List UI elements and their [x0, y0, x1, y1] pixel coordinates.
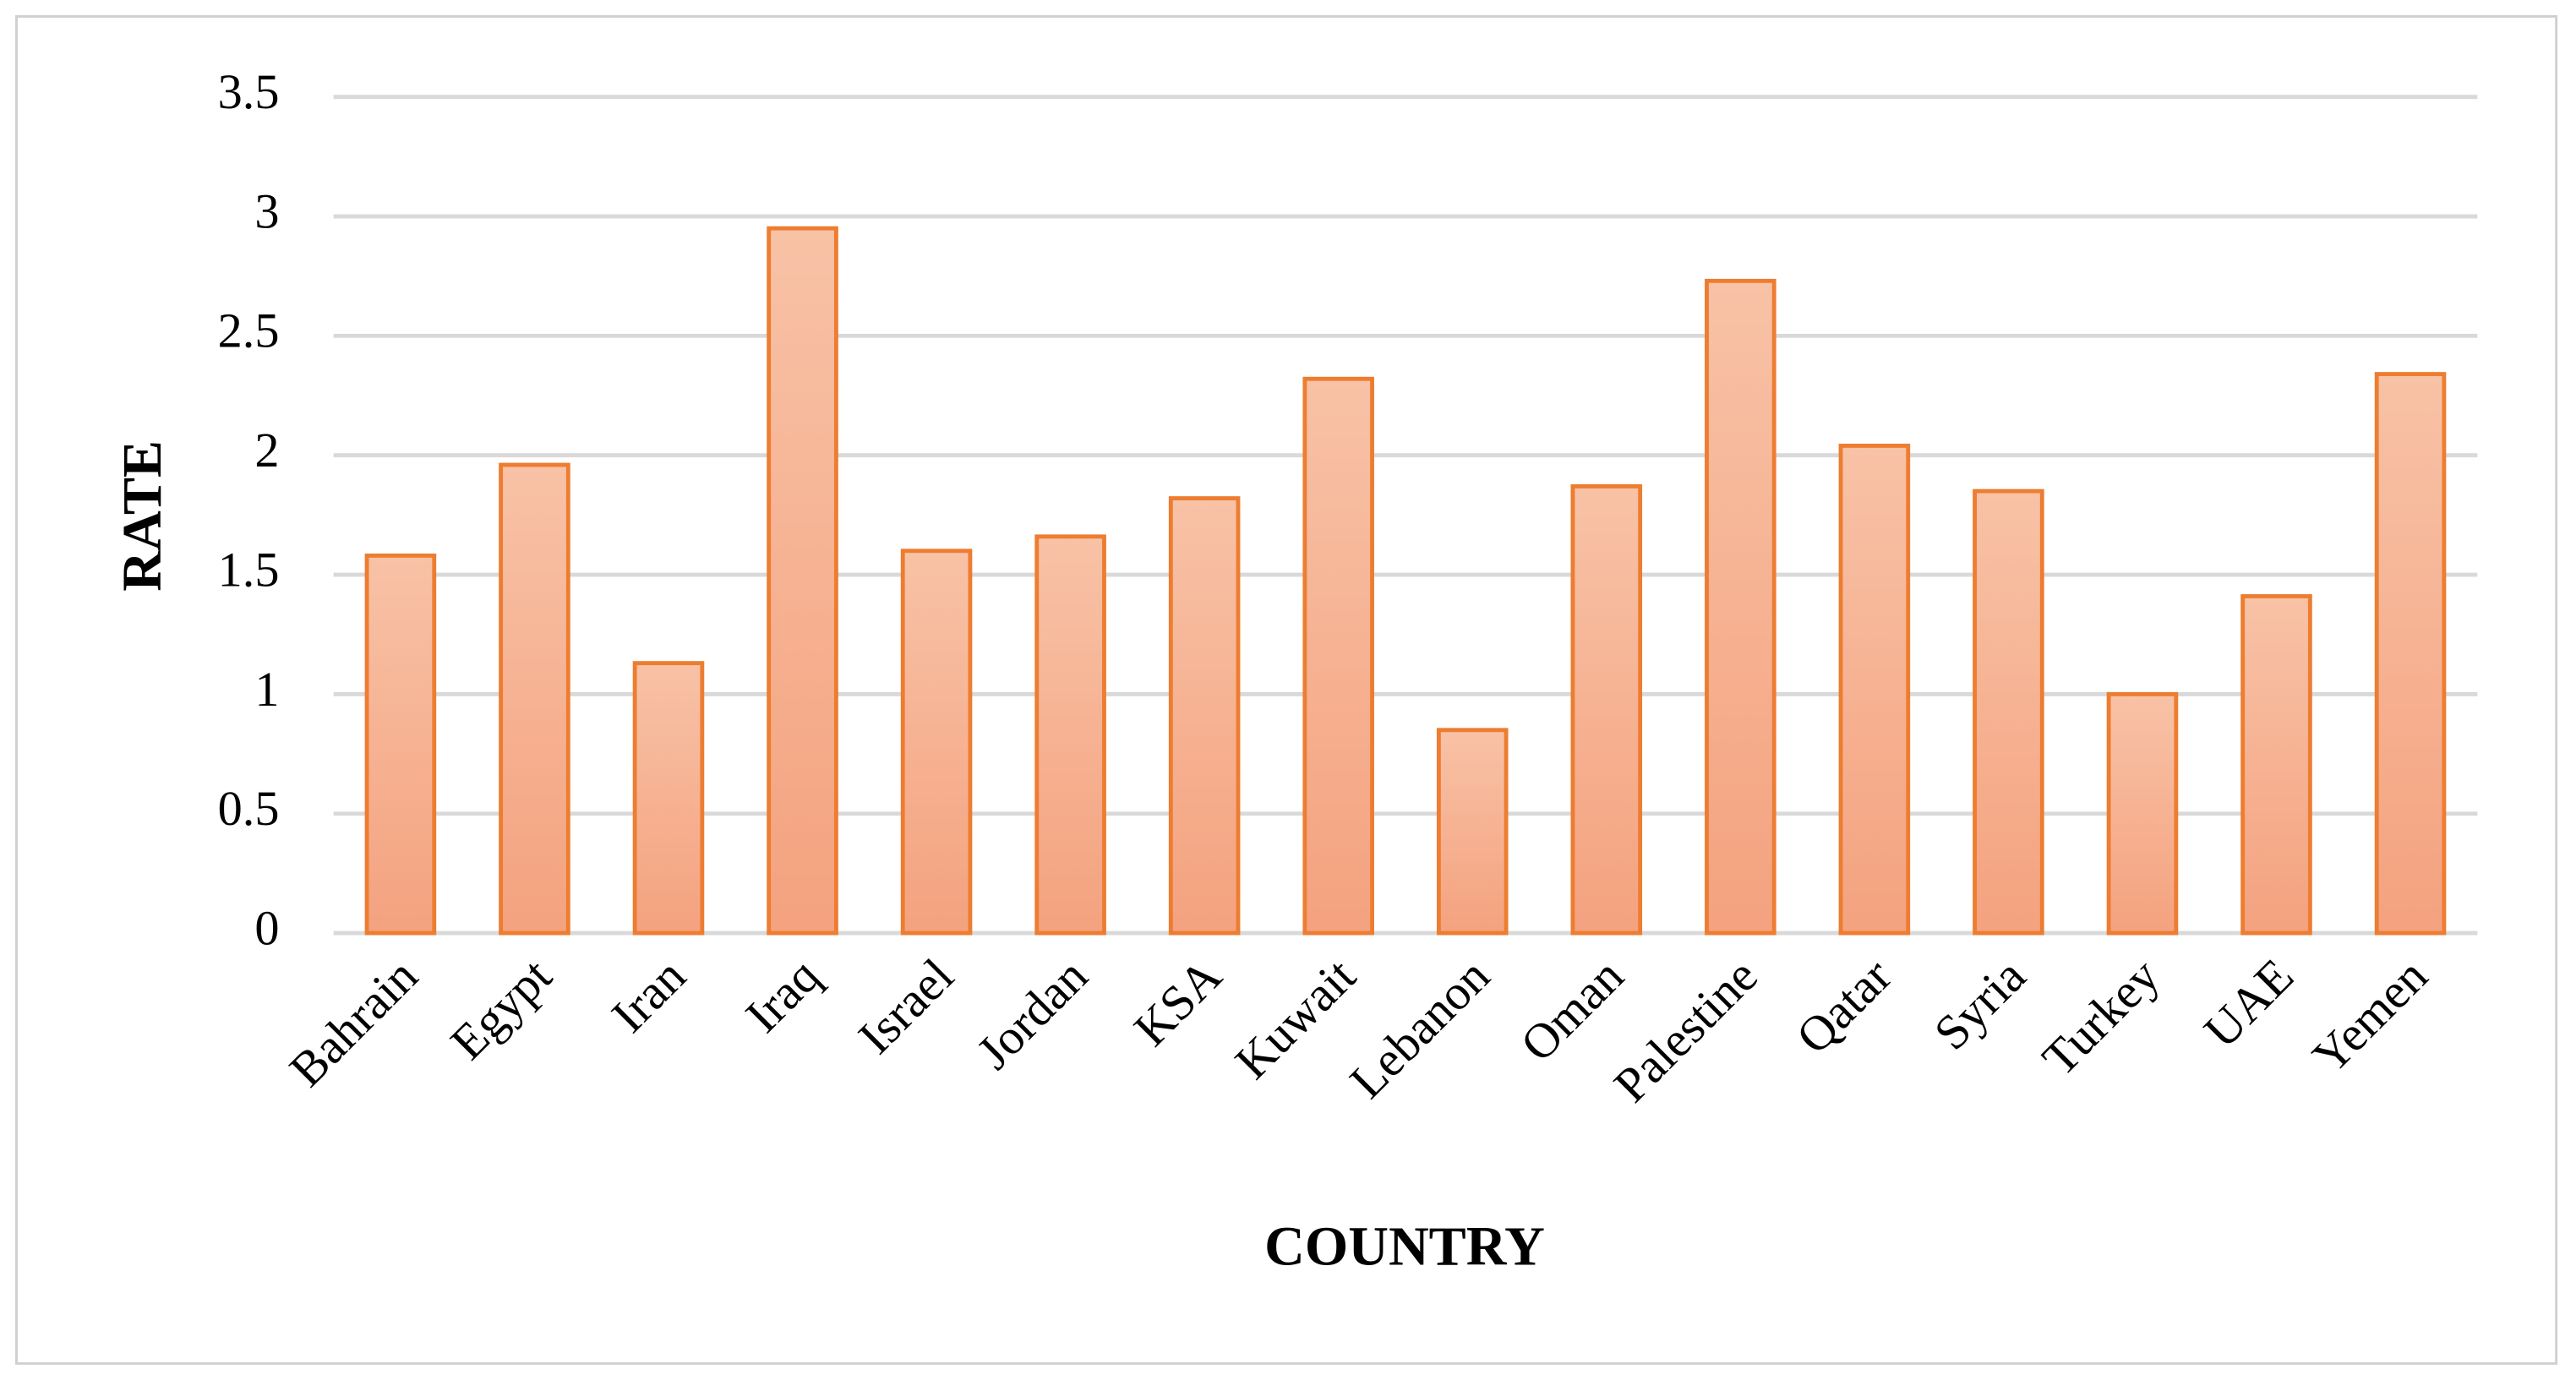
x-tick-label: Bahrain — [279, 948, 428, 1097]
y-tick-label: 3.5 — [218, 64, 280, 119]
bar — [632, 661, 705, 936]
x-tick-label: Lebanon — [1340, 948, 1500, 1109]
bar — [1973, 488, 2044, 936]
bar — [2106, 691, 2179, 936]
bar — [1705, 278, 1776, 936]
x-tick-label: KSA — [1123, 948, 1231, 1056]
x-tick-label: Iran — [601, 948, 696, 1043]
bar — [900, 548, 973, 936]
y-tick-label: 3 — [254, 183, 279, 238]
x-tick-label: Palestine — [1603, 948, 1768, 1113]
x-tick-label: Israel — [848, 948, 964, 1065]
x-tick-label: Iraq — [735, 948, 830, 1043]
y-tick-label: 0 — [254, 900, 279, 955]
y-tick-label: 1 — [254, 662, 279, 717]
bar — [2240, 594, 2312, 936]
x-tick-label: Oman — [1510, 948, 1635, 1072]
chart-frame — [15, 14, 2558, 1365]
bar — [1168, 496, 1241, 936]
y-tick-label: 2 — [254, 423, 279, 477]
x-tick-label: Jordan — [966, 948, 1098, 1080]
bar — [364, 554, 437, 936]
bar — [767, 226, 838, 936]
bar — [1302, 376, 1374, 936]
bar — [1034, 534, 1106, 936]
x-tick-label: UAE — [2193, 948, 2304, 1059]
bar — [2374, 372, 2447, 936]
x-tick-label: Syria — [1924, 948, 2036, 1061]
x-tick-label: Turkey — [2032, 948, 2170, 1087]
bar — [499, 462, 570, 936]
x-tick-label: Qatar — [1786, 948, 1902, 1065]
x-axis-title: COUNTRY — [1264, 1216, 1545, 1278]
y-tick-label: 0.5 — [218, 781, 280, 836]
bar — [1436, 728, 1509, 936]
y-tick-label: 1.5 — [218, 542, 280, 597]
y-axis-title: RATE — [112, 440, 173, 592]
bar — [1838, 443, 1911, 936]
x-tick-label: Yemen — [2302, 948, 2438, 1084]
bar — [1570, 484, 1643, 936]
y-tick-label: 2.5 — [218, 303, 280, 358]
x-tick-label: Egypt — [440, 948, 562, 1070]
